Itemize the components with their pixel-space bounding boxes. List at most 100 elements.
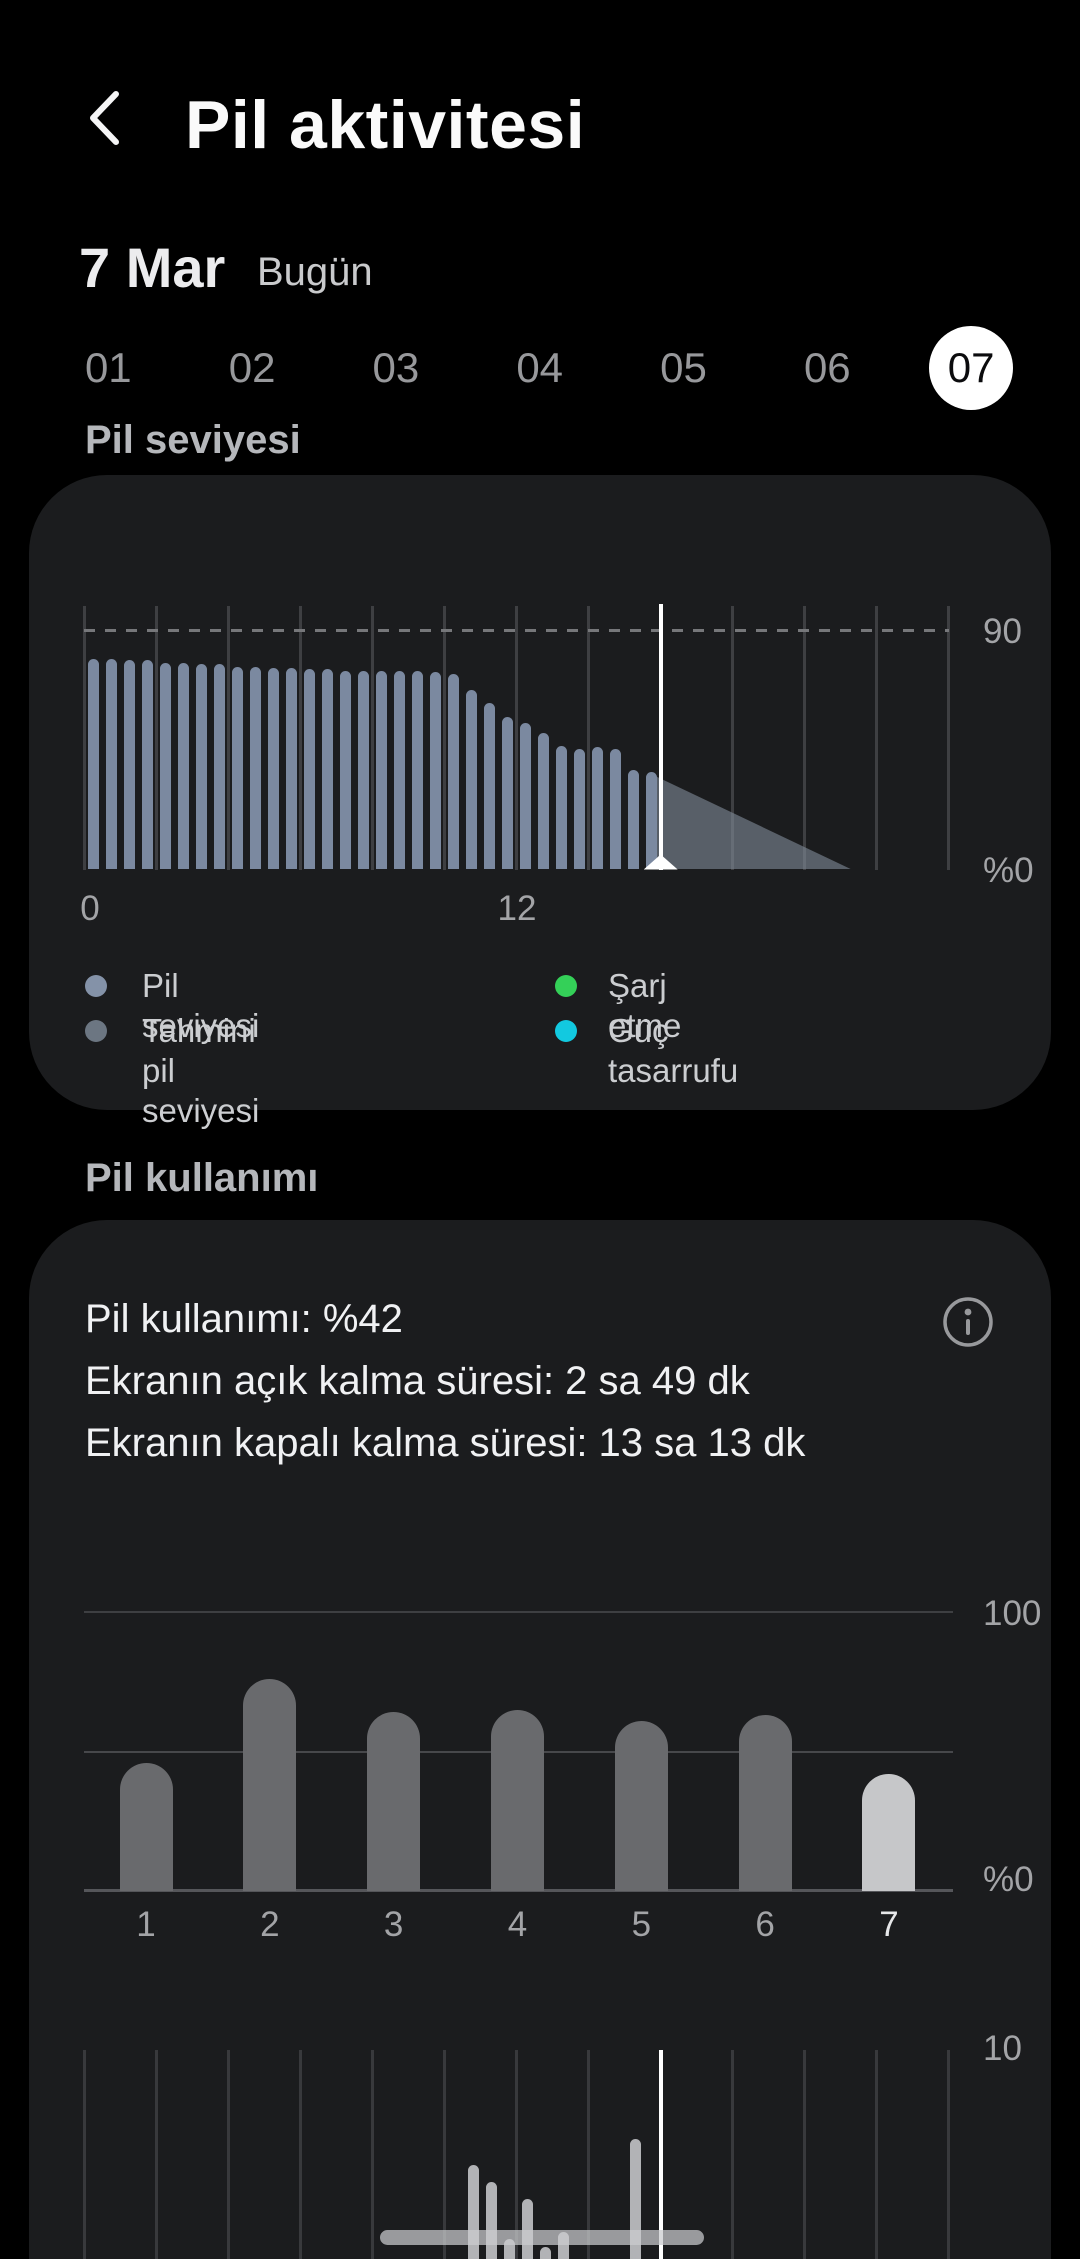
day-chip-02[interactable]: 02 <box>228 344 276 391</box>
battery-level-bar <box>628 770 640 870</box>
day-chip-06[interactable]: 06 <box>803 344 851 391</box>
page-title: Pil aktivitesi <box>185 87 586 163</box>
date-today-label: Bugün <box>257 250 373 294</box>
battery-level-bar <box>285 667 297 870</box>
battery-level-bar <box>357 670 369 870</box>
day-chip-03[interactable]: 03 <box>372 344 420 391</box>
usage-summary-line-1: Pil kullanımı: %42 <box>85 1297 403 1341</box>
v-gridline <box>226 2050 230 2259</box>
battery-level-bar <box>159 662 171 870</box>
v-gridline <box>803 2050 807 2259</box>
section-label-battery-level: Pil seviyesi <box>85 418 301 462</box>
back-button[interactable] <box>88 90 120 146</box>
dashed-90-line <box>84 629 949 633</box>
x-label-hour-0: 0 <box>80 889 100 928</box>
v-gridline <box>514 606 518 870</box>
y-label-90: 90 <box>983 612 1022 651</box>
battery-level-bar <box>501 717 513 870</box>
daily-usage-bar-6 <box>738 1715 792 1891</box>
screen-time-bar <box>557 2232 569 2259</box>
v-gridline <box>370 606 374 870</box>
v-gridline <box>731 2050 735 2259</box>
legend-dot-1 <box>85 975 107 997</box>
screen-time-bar <box>503 2239 515 2259</box>
y-label-0: %0 <box>983 851 1034 890</box>
v-gridline <box>947 2050 951 2259</box>
battery-level-bar <box>520 722 531 870</box>
v-gridline <box>226 606 230 870</box>
x-label-day-5: 5 <box>631 1905 652 1944</box>
battery-level-bar <box>195 663 207 870</box>
battery-level-bar <box>321 669 333 870</box>
legend-dot-4 <box>555 1020 577 1042</box>
screen-time-bar <box>467 2165 479 2259</box>
daily-usage-bar-3 <box>367 1712 421 1891</box>
battery-level-bar <box>447 673 459 870</box>
battery-level-bar <box>574 748 586 870</box>
v-gridline <box>514 2050 518 2259</box>
info-button[interactable] <box>940 1294 996 1350</box>
battery-level-bar <box>592 747 604 870</box>
daily-usage-bar-5 <box>614 1720 668 1891</box>
chevron-left-icon <box>88 91 120 150</box>
day-chip-01[interactable]: 01 <box>84 344 132 391</box>
gridline-100 <box>84 1611 953 1613</box>
battery-level-bar <box>213 663 225 870</box>
v-gridline <box>442 606 446 870</box>
battery-level-bar <box>375 670 387 870</box>
legend-label-2: Tahmini pil seviyesi <box>142 1012 260 1129</box>
date-day: 7 Mar <box>79 236 226 299</box>
x-label-day-1: 1 <box>136 1905 156 1944</box>
battery-level-bar <box>267 667 279 870</box>
legend-dot-3 <box>555 975 577 997</box>
v-gridline <box>298 606 302 870</box>
battery-level-bar <box>177 662 189 870</box>
battery-level-bar <box>339 670 351 870</box>
battery-level-bar <box>105 658 117 870</box>
v-gridline <box>731 606 735 870</box>
daily-usage-bar-2 <box>243 1678 297 1891</box>
v-gridline <box>82 2050 86 2259</box>
usage-summary-line-2: Ekranın açık kalma süresi: 2 sa 49 dk <box>85 1359 750 1403</box>
battery-level-bar <box>141 659 153 870</box>
screen-time-bar <box>539 2246 551 2259</box>
usage-summary-line-3: Ekranın kapalı kalma süresi: 13 sa 13 dk <box>85 1421 806 1465</box>
battery-level-bar <box>123 659 135 870</box>
v-gridline <box>82 606 86 870</box>
day-chip-07[interactable]: 07 <box>929 326 1014 410</box>
daily-usage-bar-7 <box>862 1773 916 1891</box>
v-gridline <box>442 2050 446 2259</box>
v-gridline <box>803 606 807 870</box>
legend-dot-2 <box>85 1020 107 1042</box>
x-label-day-2: 2 <box>260 1905 280 1944</box>
v-gridline <box>875 2050 879 2259</box>
current-time-line <box>658 604 663 870</box>
v-gridline <box>587 606 591 870</box>
battery-level-bar <box>465 690 477 870</box>
info-icon <box>940 1297 996 1354</box>
v-gridline <box>587 2050 591 2259</box>
daily-usage-bar-1 <box>119 1762 173 1891</box>
battery-level-bar <box>483 702 495 870</box>
battery-level-bar <box>303 669 315 870</box>
screen-time-bar <box>521 2198 533 2259</box>
x-label-day-4: 4 <box>507 1905 528 1944</box>
section-label-battery-usage: Pil kullanımı <box>85 1156 319 1200</box>
day-chip-04[interactable]: 04 <box>516 344 564 391</box>
battery-level-bar <box>87 658 99 870</box>
battery-level-bar <box>411 671 423 870</box>
battery-level-bar <box>249 666 261 870</box>
x-label-hour-12: 12 <box>497 889 537 928</box>
battery-level-bar <box>231 666 243 870</box>
v-gridline <box>298 2050 302 2259</box>
legend-label-3: Şarj etme <box>608 967 682 1044</box>
x-label-day-6: 6 <box>755 1905 775 1944</box>
battery-level-bar <box>429 672 441 870</box>
battery-level-bar <box>610 749 622 870</box>
legend-label-4: Güç tasarrufu <box>608 1012 739 1089</box>
battery-level-bar <box>646 771 658 870</box>
screen-time-bar <box>629 2139 641 2259</box>
x-label-day-3: 3 <box>383 1905 404 1944</box>
day-chip-05[interactable]: 05 <box>660 344 707 391</box>
